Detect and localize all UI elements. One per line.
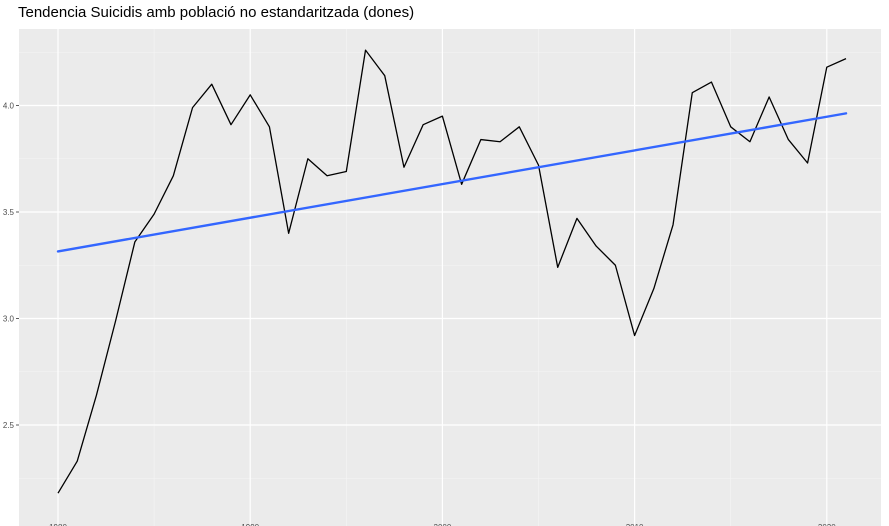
chart-title: Tendencia Suicidis amb població no estan… bbox=[18, 4, 415, 21]
y-tick-label: 3.0 bbox=[3, 315, 15, 324]
y-tick-label: 3.5 bbox=[3, 208, 15, 217]
x-tick-label: 1990 bbox=[241, 523, 259, 526]
plot-panel bbox=[19, 29, 881, 526]
minor-gridlines bbox=[19, 29, 881, 526]
x-tick-label: 1980 bbox=[49, 523, 67, 526]
series-layer bbox=[56, 49, 848, 494]
x-tick-label: 2020 bbox=[818, 523, 836, 526]
y-tick-label: 4.0 bbox=[3, 102, 15, 111]
y-tick-label: 2.5 bbox=[3, 421, 15, 430]
data-line bbox=[57, 49, 847, 494]
major-gridlines bbox=[19, 29, 881, 526]
x-tick-label: 2000 bbox=[434, 523, 452, 526]
trend-line bbox=[56, 112, 848, 253]
tick-labels: 1980 1990 2000 2010 2020 2.5 3.0 3.5 4.0 bbox=[3, 102, 836, 526]
axis-ticks bbox=[16, 105, 19, 426]
x-tick-label: 2010 bbox=[626, 523, 644, 526]
